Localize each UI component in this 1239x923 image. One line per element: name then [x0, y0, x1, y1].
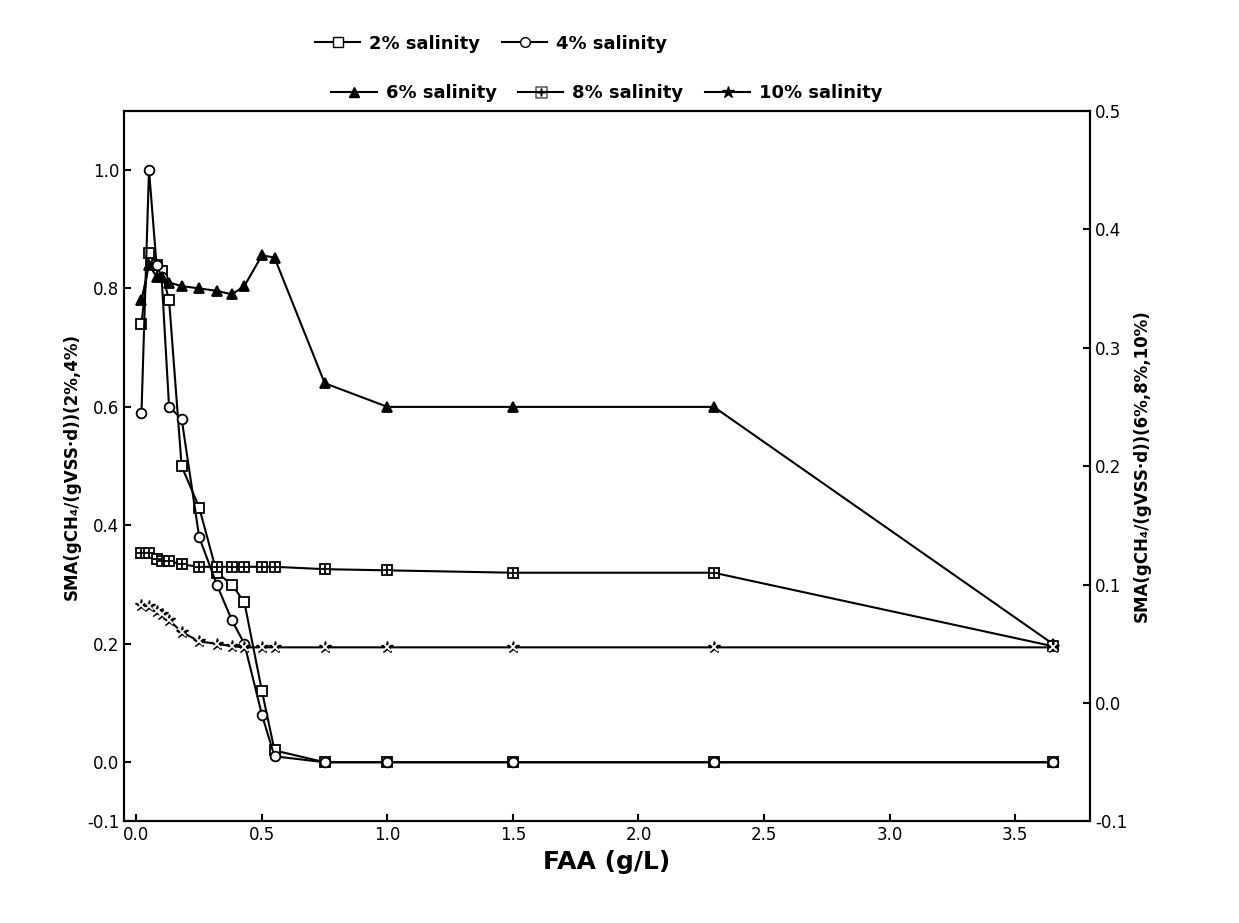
X-axis label: FAA (g/L): FAA (g/L): [544, 850, 670, 874]
Y-axis label: SMA(gCH₄/(gVSS·d))(2%,4%): SMA(gCH₄/(gVSS·d))(2%,4%): [63, 332, 82, 600]
Y-axis label: SMA(gCH₄/(gVSS·d))(6%,8%,10%): SMA(gCH₄/(gVSS·d))(6%,8%,10%): [1132, 310, 1151, 622]
Legend: 6% salinity, 8% salinity, 10% salinity: 6% salinity, 8% salinity, 10% salinity: [325, 78, 890, 110]
